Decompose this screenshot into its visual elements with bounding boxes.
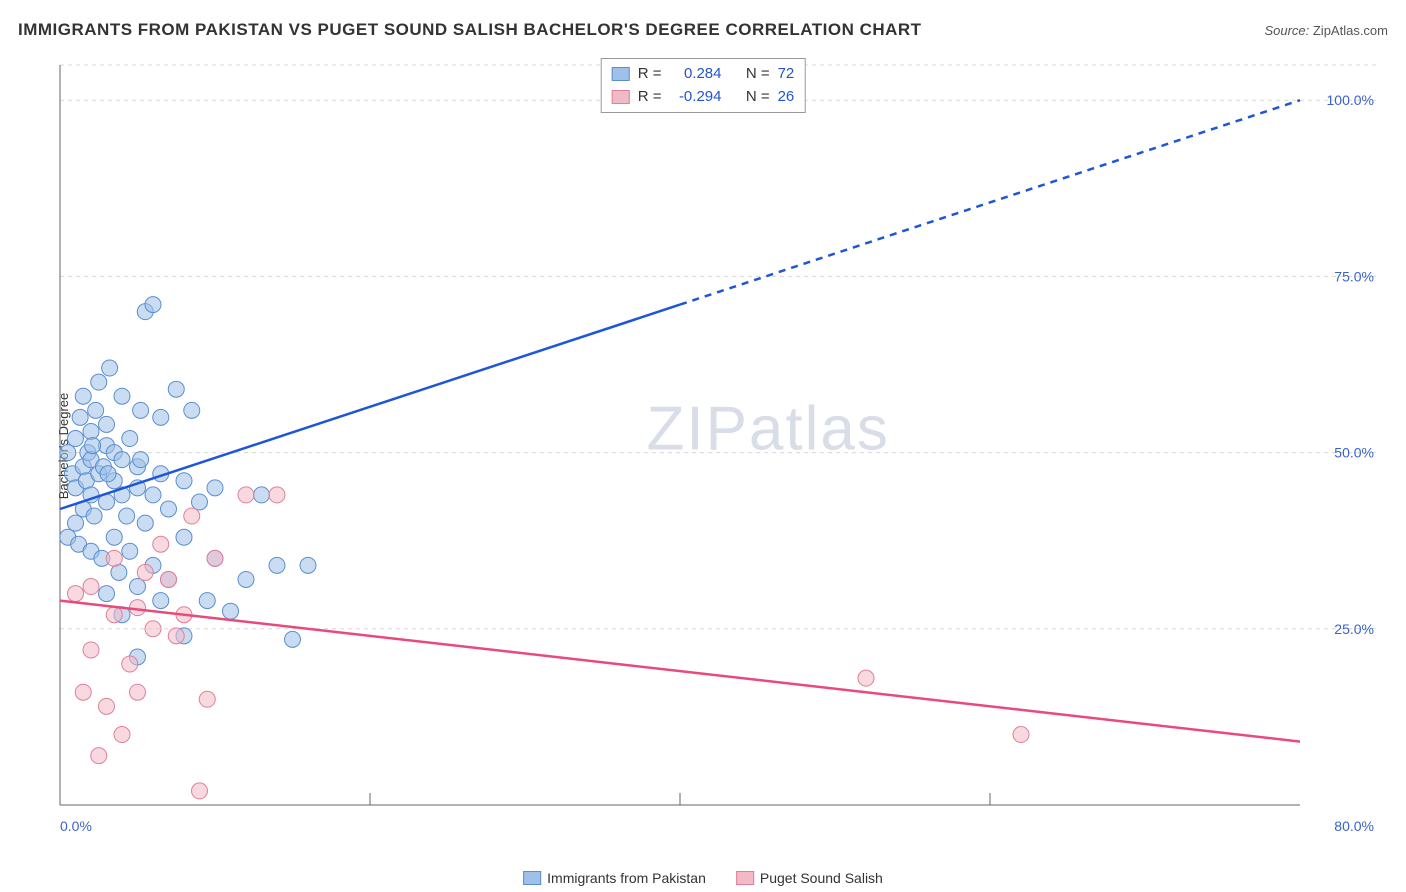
series-swatch-icon [612,67,630,81]
svg-text:0.0%: 0.0% [60,818,92,834]
legend-swatch-icon [523,871,541,885]
r-value: -0.294 [669,86,721,109]
legend-swatch-icon [736,871,754,885]
legend-label: Immigrants from Pakistan [547,870,706,886]
n-value: 72 [778,63,795,86]
legend: Immigrants from Pakistan Puget Sound Sal… [523,870,883,886]
r-label: R = [638,86,662,109]
source-name: ZipAtlas.com [1313,23,1388,38]
chart-title: IMMIGRANTS FROM PAKISTAN VS PUGET SOUND … [18,20,922,40]
svg-text:75.0%: 75.0% [1334,268,1374,284]
n-value: 26 [778,86,795,109]
chart-plot-area: 25.0%50.0%75.0%100.0%0.0%80.0% ZIPatlas [50,55,1380,835]
chart-header: IMMIGRANTS FROM PAKISTAN VS PUGET SOUND … [18,20,1388,40]
source-attribution: Source: ZipAtlas.com [1264,23,1388,38]
r-value: 0.284 [669,63,721,86]
legend-item: Puget Sound Salish [736,870,883,886]
stats-row: R = -0.294 N = 26 [612,86,795,109]
series-swatch-icon [612,90,630,104]
n-label: N = [746,63,770,86]
n-label: N = [746,86,770,109]
stats-row: R = 0.284 N = 72 [612,63,795,86]
svg-text:100.0%: 100.0% [1327,92,1374,108]
legend-item: Immigrants from Pakistan [523,870,706,886]
svg-text:25.0%: 25.0% [1334,621,1374,637]
legend-label: Puget Sound Salish [760,870,883,886]
scatter-plot-svg: 25.0% 50.0% 75.0% 100.0% 0.0% 80.0% [50,55,1380,835]
svg-text:80.0%: 80.0% [1334,818,1374,834]
r-label: R = [638,63,662,86]
svg-text:50.0%: 50.0% [1334,445,1374,461]
correlation-stats-box: R = 0.284 N = 72 R = -0.294 N = 26 [601,58,806,113]
source-label: Source: [1264,23,1312,38]
